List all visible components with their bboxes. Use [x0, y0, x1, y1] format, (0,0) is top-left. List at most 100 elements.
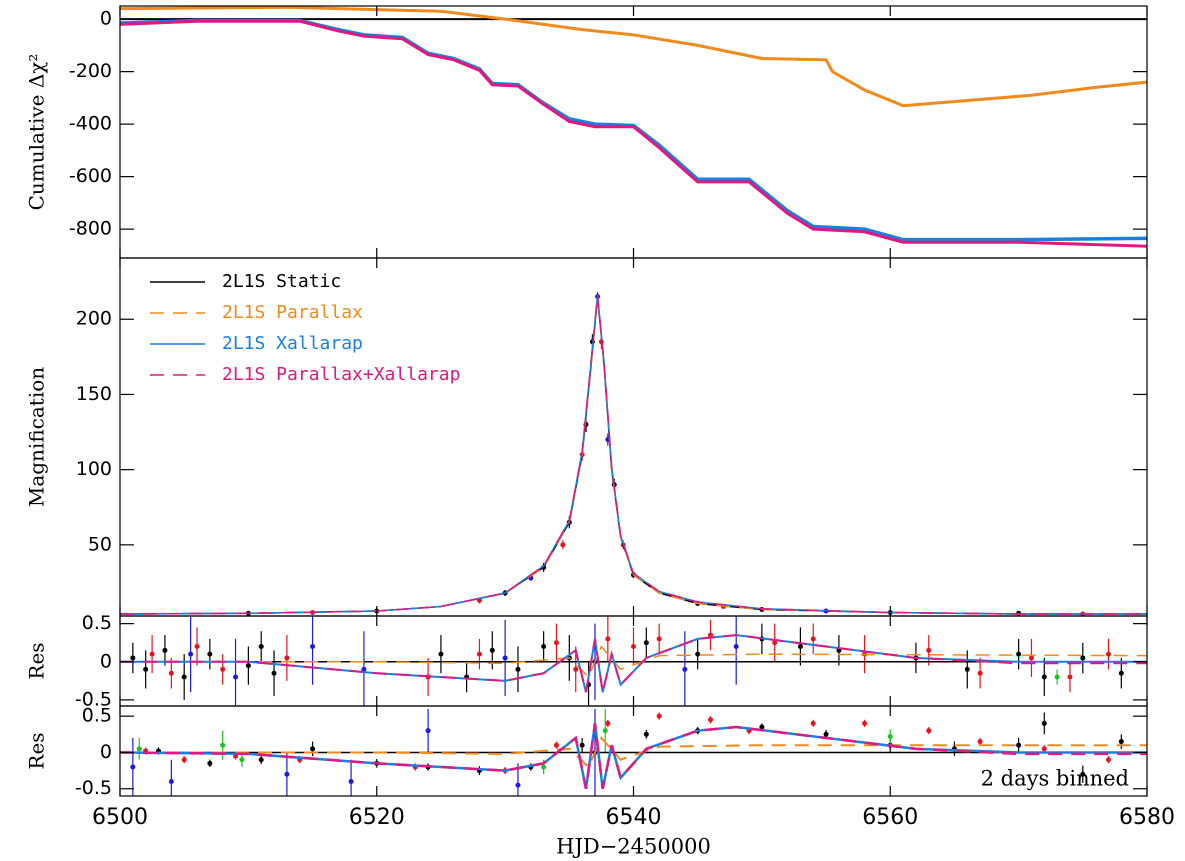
data-point: [1041, 720, 1047, 726]
y-tick-label: 0: [100, 8, 112, 30]
x-tick-label: 6560: [862, 805, 918, 830]
data-point: [515, 666, 521, 672]
data-point: [1080, 771, 1086, 777]
data-point: [553, 640, 559, 646]
data-point: [476, 651, 482, 657]
data-point: [502, 655, 508, 661]
data-point: [181, 757, 187, 763]
data-point: [515, 782, 521, 788]
y-tick-label: -0.5: [75, 777, 112, 799]
data-point: [605, 720, 611, 726]
data-point: [207, 760, 213, 766]
data-point: [310, 746, 316, 752]
y-tick-label: 200: [76, 308, 112, 330]
data-point: [271, 670, 277, 676]
data-point: [1041, 746, 1047, 752]
data-point: [759, 724, 765, 730]
data-point: [573, 666, 579, 672]
data-point: [579, 742, 585, 748]
data-point: [149, 651, 155, 657]
data-point: [1016, 742, 1022, 748]
plot-area: [120, 6, 1147, 248]
model-line: [120, 736, 1147, 769]
data-point: [239, 757, 245, 763]
data-point: [682, 666, 688, 672]
data-point: [553, 742, 559, 748]
data-point: [438, 651, 444, 657]
y-axis-label: Res: [25, 642, 49, 679]
model-line: [120, 723, 1147, 789]
data-point: [708, 717, 714, 723]
data-point: [258, 757, 264, 763]
data-point: [233, 674, 239, 680]
y-axis-label: Magnification: [25, 367, 49, 507]
data-point: [862, 720, 868, 726]
data-point: [1105, 757, 1111, 763]
data-point: [631, 644, 636, 650]
model-line: [120, 18, 1147, 242]
model-line: [120, 295, 1147, 615]
data-point: [489, 647, 495, 653]
plot-area: [120, 616, 1147, 706]
data-point: [541, 644, 547, 650]
data-point: [1067, 674, 1073, 680]
plot-area: [120, 292, 1147, 616]
data-point: [136, 746, 142, 752]
model-line: [120, 634, 1147, 693]
data-point: [130, 764, 136, 770]
data-point: [733, 644, 739, 650]
data-point: [220, 742, 226, 748]
data-point: [130, 655, 136, 661]
data-point: [284, 771, 290, 777]
data-point: [143, 666, 149, 672]
annotation: 2 days binned: [981, 767, 1129, 791]
data-point: [541, 764, 547, 770]
y-tick-label: 0.5: [82, 705, 112, 727]
data-point: [810, 720, 816, 726]
data-point: [772, 640, 778, 646]
y-tick-label: 50: [88, 533, 112, 555]
data-point: [207, 651, 213, 657]
x-tick-label: 6520: [349, 805, 405, 830]
data-point: [977, 739, 983, 745]
y-tick-label: -600: [69, 165, 112, 187]
y-tick-label: 0: [100, 741, 112, 763]
y-tick-label: 150: [76, 383, 112, 405]
data-point: [258, 644, 264, 650]
legend-label: 2L1S Static: [222, 271, 341, 292]
data-point: [425, 728, 431, 734]
model-line: [120, 6, 1147, 108]
model-line: [120, 645, 1147, 679]
legend-label: 2L1S Parallax: [222, 302, 363, 323]
y-tick-label: -800: [69, 218, 112, 240]
y-axis-label: Cumulative Δχ²: [25, 54, 49, 211]
data-point: [162, 647, 168, 653]
data-point: [643, 640, 649, 646]
model-line: [120, 19, 1147, 248]
data-point: [810, 636, 816, 642]
panel-frame: [119, 5, 1148, 259]
data-point: [245, 663, 251, 669]
data-point: [656, 636, 662, 642]
y-tick-label: -200: [69, 60, 112, 82]
data-point: [977, 670, 983, 676]
data-point: [361, 666, 367, 672]
data-point: [348, 778, 354, 784]
data-point: [708, 632, 714, 638]
x-tick-label: 6580: [1119, 805, 1175, 830]
data-point: [1041, 674, 1047, 680]
x-tick-label: 6540: [606, 805, 662, 830]
data-point: [797, 644, 803, 650]
data-point: [887, 733, 893, 739]
data-point: [605, 636, 611, 642]
data-point: [1118, 670, 1124, 676]
data-point: [284, 655, 290, 661]
data-point: [926, 728, 932, 734]
data-point: [695, 651, 701, 657]
data-point: [656, 713, 662, 719]
data-point: [643, 731, 649, 737]
legend-label: 2L1S Xallarap: [222, 333, 363, 354]
data-point: [1016, 651, 1022, 657]
data-point: [168, 778, 174, 784]
